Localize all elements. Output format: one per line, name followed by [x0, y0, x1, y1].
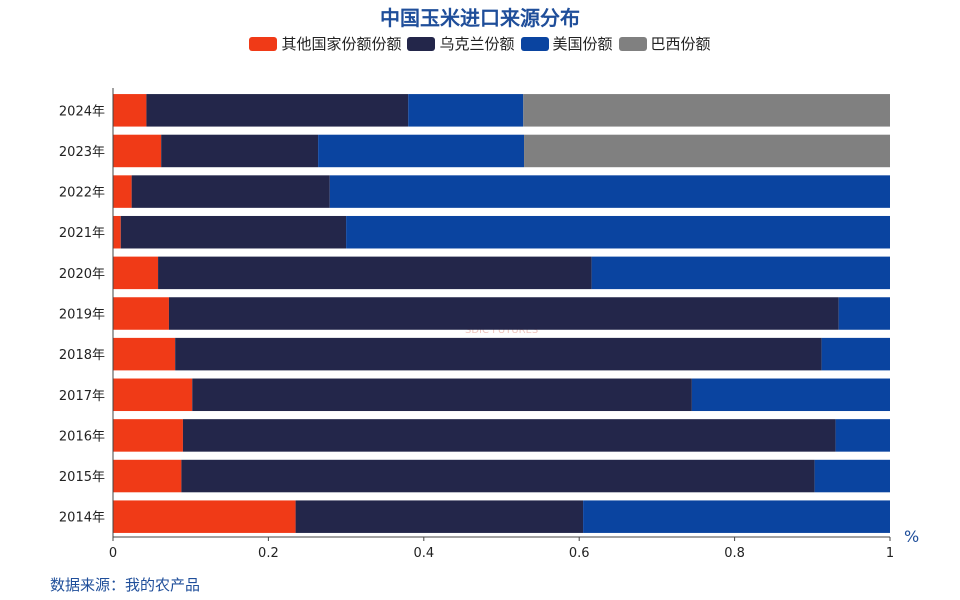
- legend-item: 乌克兰份额: [407, 33, 515, 54]
- bar-segment: [591, 256, 890, 290]
- x-tick-label: 0.8: [724, 546, 745, 561]
- bar-segment: [113, 337, 176, 371]
- legend-label: 美国份额: [552, 35, 613, 53]
- legend-swatch: [407, 36, 436, 51]
- bar-segment: [583, 500, 890, 533]
- bar-segment: [158, 256, 592, 290]
- legend-swatch: [249, 36, 278, 51]
- bar-segment: [192, 378, 692, 412]
- y-tick-label: 2021年: [59, 226, 105, 241]
- bar-segment: [113, 134, 162, 168]
- bar-segment: [113, 256, 159, 290]
- x-tick-label: 0.6: [569, 546, 590, 561]
- y-tick-label: 2016年: [59, 429, 105, 444]
- x-axis-unit: %: [904, 527, 919, 546]
- x-tick-label: 0.4: [413, 546, 434, 561]
- y-tick-label: 2015年: [59, 470, 105, 485]
- legend-item: 美国份额: [520, 33, 613, 54]
- watermark: SDIC FUTURES: [465, 325, 538, 336]
- y-tick-label: 2019年: [59, 308, 105, 323]
- bar-segment: [113, 378, 193, 412]
- bar-segment: [181, 459, 815, 493]
- bar-segment: [523, 94, 890, 127]
- legend-swatch: [520, 36, 549, 51]
- bar-segment: [318, 134, 525, 168]
- bar-segment: [838, 297, 890, 330]
- bar-segment: [408, 94, 524, 127]
- chart-legend: 其他国家份额份额 乌克兰份额 美国份额 巴西份额: [0, 33, 960, 54]
- bar-segment: [113, 94, 147, 127]
- bar-segment: [146, 94, 409, 127]
- x-tick-label: 0: [109, 546, 117, 561]
- bar-segment: [113, 297, 169, 330]
- bar-segment: [161, 134, 319, 168]
- bar-segment: [814, 459, 890, 493]
- legend-item: 其他国家份额份额: [249, 33, 401, 54]
- y-tick-label: 2014年: [59, 511, 105, 526]
- bar-segment: [113, 215, 121, 249]
- y-tick-label: 2024年: [59, 104, 105, 119]
- y-tick-label: 2017年: [59, 389, 105, 404]
- bar-segment: [113, 500, 296, 533]
- source-note: 数据来源：我的农产品: [50, 576, 201, 594]
- bar-segment: [691, 378, 890, 412]
- bar-segment: [835, 419, 890, 452]
- legend-swatch: [618, 36, 647, 51]
- legend-label: 其他国家份额份额: [281, 35, 402, 53]
- chart-title: 中国玉米进口来源分布: [380, 6, 580, 30]
- y-tick-label: 2022年: [59, 186, 105, 201]
- legend-label: 巴西份额: [650, 35, 711, 53]
- bar-segment: [120, 215, 347, 249]
- bar-segment: [168, 297, 839, 330]
- bar-segment: [524, 134, 890, 168]
- legend-label: 乌克兰份额: [439, 35, 515, 53]
- x-tick-label: 1: [886, 546, 894, 561]
- bar-segment: [131, 175, 330, 208]
- bar-segment: [329, 175, 891, 208]
- bar-segment: [175, 337, 822, 371]
- bar-segment: [295, 500, 584, 533]
- bar-segment: [113, 419, 183, 452]
- bar-segment: [113, 175, 132, 208]
- y-tick-label: 2018年: [59, 348, 105, 363]
- bar-segment: [821, 337, 890, 371]
- bar-segment: [113, 459, 182, 493]
- y-tick-label: 2020年: [59, 267, 105, 282]
- x-tick-label: 0.2: [258, 546, 279, 561]
- bar-segment: [182, 419, 836, 452]
- bar-segment: [346, 215, 891, 249]
- legend-item: 巴西份额: [618, 33, 711, 54]
- y-tick-label: 2023年: [59, 145, 105, 160]
